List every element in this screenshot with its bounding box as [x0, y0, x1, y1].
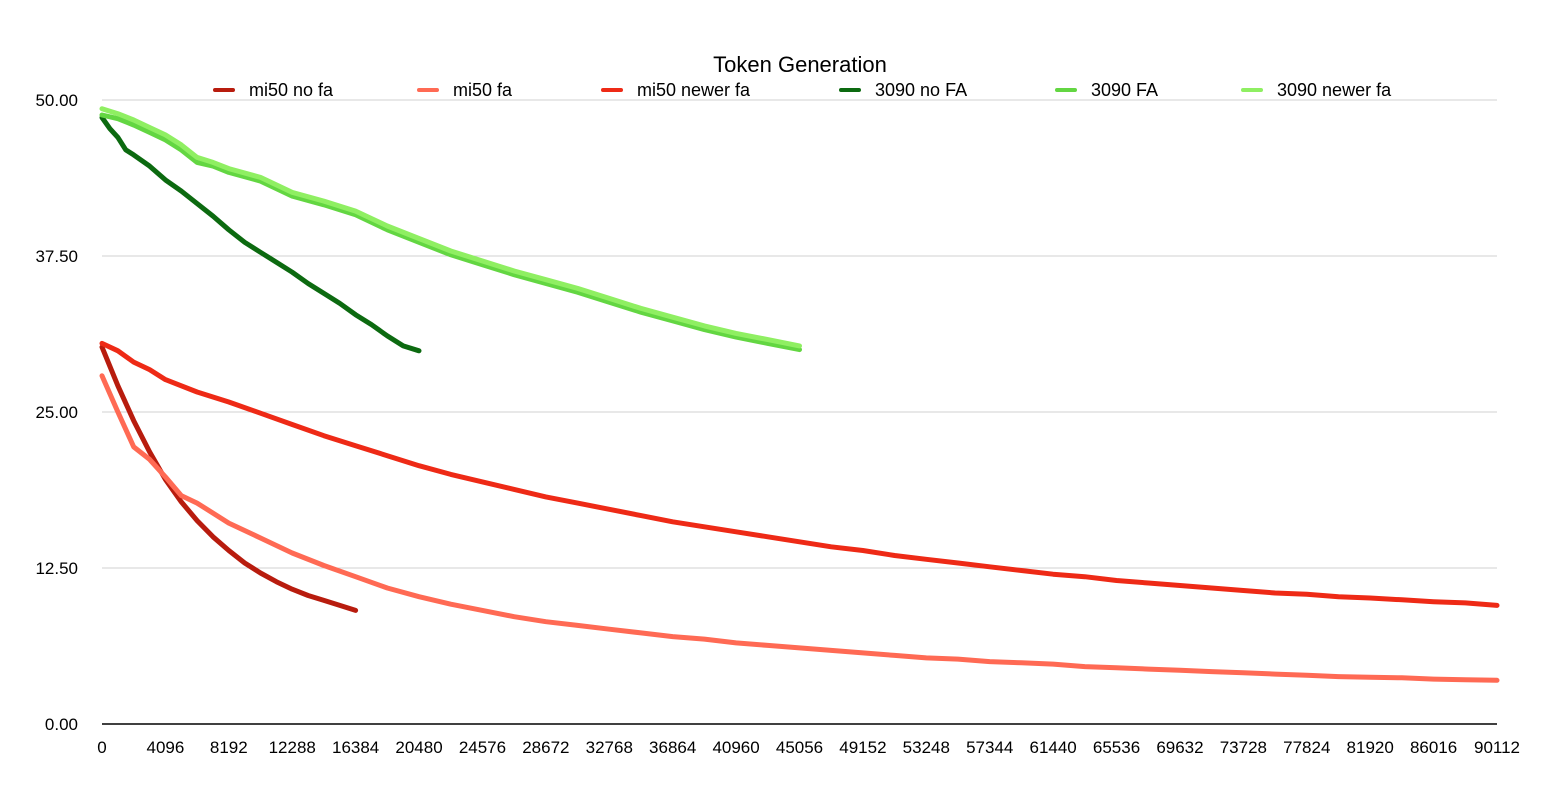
- chart-title: Token Generation: [713, 52, 887, 77]
- x-tick-label: 16384: [332, 738, 379, 757]
- x-tick-label: 45056: [776, 738, 823, 757]
- legend-item: 3090 FA: [1055, 78, 1158, 102]
- x-tick-label: 28672: [522, 738, 569, 757]
- x-tick-label: 0: [97, 738, 106, 757]
- legend-item: mi50 no fa: [213, 78, 333, 102]
- legend-item: 3090 newer fa: [1241, 78, 1391, 102]
- legend-swatch: [839, 88, 861, 92]
- x-tick-label: 49152: [839, 738, 886, 757]
- series-line-mi50-no-fa: [99, 344, 359, 613]
- x-tick-label: 12288: [269, 738, 316, 757]
- series-line-3090-no-fa: [99, 115, 422, 354]
- y-tick-label: 0.00: [45, 715, 78, 734]
- x-tick-label: 4096: [146, 738, 184, 757]
- legend-label: mi50 no fa: [249, 79, 334, 100]
- series-line-mi50-fa: [99, 373, 1500, 683]
- legend: mi50 no fa mi50 fa mi50 newer fa 3090 no FA…: [0, 78, 1554, 102]
- y-tick-label: 25.00: [35, 403, 78, 422]
- legend-item: mi50 newer fa: [601, 78, 750, 102]
- x-tick-label: 24576: [459, 738, 506, 757]
- x-tick-label: 20480: [395, 738, 442, 757]
- legend-item: mi50 fa: [417, 78, 512, 102]
- x-tick-label: 73728: [1220, 738, 1267, 757]
- y-tick-label: 12.50: [35, 559, 78, 578]
- y-tick-label: 50.00: [35, 91, 78, 110]
- x-tick-label: 8192: [210, 738, 248, 757]
- x-tick-label: 65536: [1093, 738, 1140, 757]
- x-tick-label: 90112: [1474, 738, 1520, 757]
- legend-label: 3090 FA: [1091, 79, 1159, 100]
- x-tick-label: 57344: [966, 738, 1013, 757]
- legend-swatch: [417, 88, 439, 92]
- series-line-mi50-newer-fa: [99, 340, 1500, 608]
- x-tick-label: 32768: [586, 738, 633, 757]
- x-tick-label: 81920: [1347, 738, 1394, 757]
- legend-label: mi50 newer fa: [637, 79, 751, 100]
- x-tick-label: 53248: [903, 738, 950, 757]
- legend-swatch: [1241, 88, 1263, 92]
- x-tick-label: 69632: [1156, 738, 1203, 757]
- x-tick-label: 61440: [1029, 738, 1076, 757]
- series-line-3090-fa: [99, 112, 802, 353]
- legend-swatch: [601, 88, 623, 92]
- legend-label: mi50 fa: [453, 79, 513, 100]
- legend-swatch: [1055, 88, 1077, 92]
- legend-swatch: [213, 88, 235, 92]
- x-tick-label: 86016: [1410, 738, 1457, 757]
- legend-label: 3090 no FA: [875, 79, 968, 100]
- y-tick-label: 37.50: [35, 247, 78, 266]
- legend-label: 3090 newer fa: [1277, 79, 1392, 100]
- x-tick-label: 40960: [712, 738, 759, 757]
- x-tick-label: 77824: [1283, 738, 1330, 757]
- legend-item: 3090 no FA: [839, 78, 967, 102]
- series-line-3090-newer-fa: [99, 106, 802, 349]
- x-tick-label: 36864: [649, 738, 696, 757]
